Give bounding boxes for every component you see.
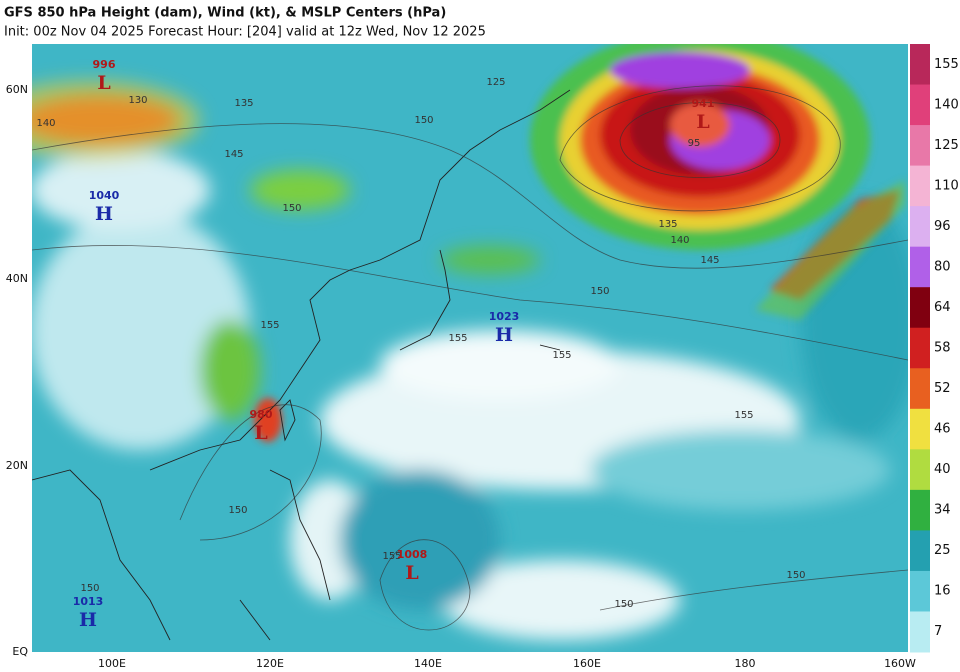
center-letter: L bbox=[254, 422, 267, 444]
contour-label: 145 bbox=[700, 255, 719, 266]
contour-label: 135 bbox=[658, 219, 677, 230]
contour-label: 135 bbox=[234, 98, 253, 109]
contour-label: 95 bbox=[688, 138, 701, 149]
contour-label: 155 bbox=[382, 551, 401, 562]
colorbar-label: 52 bbox=[934, 381, 951, 396]
contour-label: 150 bbox=[282, 203, 301, 214]
center-letter: H bbox=[95, 203, 113, 225]
center-letter: L bbox=[696, 111, 709, 133]
lat-label: 20N bbox=[6, 459, 28, 472]
subtitle: Init: 00z Nov 04 2025 Forecast Hour: [20… bbox=[4, 25, 486, 40]
contour-label: 130 bbox=[128, 95, 147, 106]
center-letter: L bbox=[405, 562, 418, 584]
colorbar: 155 140 125 110 96 80 64 58 52 46 40 34 25 16 7 bbox=[910, 44, 959, 653]
contour-label: 150 bbox=[614, 599, 633, 610]
title: GFS 850 hPa Height (dam), Wind (kt), & M… bbox=[4, 6, 446, 21]
colorbar-label: 96 bbox=[934, 219, 951, 234]
contour-label: 155 bbox=[260, 320, 279, 331]
colorbar-label: 25 bbox=[934, 543, 951, 558]
colorbar-swatch bbox=[910, 449, 930, 491]
contour-label: 150 bbox=[228, 505, 247, 516]
colorbar-swatch bbox=[910, 125, 930, 167]
lat-label: 40N bbox=[6, 272, 28, 285]
colorbar-swatch bbox=[910, 165, 930, 207]
colorbar-label: 16 bbox=[934, 584, 951, 599]
center-pressure: 996 bbox=[93, 58, 116, 71]
contour-label: 125 bbox=[486, 77, 505, 88]
contour-label: 145 bbox=[224, 149, 243, 160]
contour-label: 155 bbox=[734, 410, 753, 421]
center-letter: H bbox=[79, 609, 97, 631]
center-pressure: 1008 bbox=[397, 548, 428, 561]
contour-label: 140 bbox=[36, 118, 55, 129]
lat-label: EQ bbox=[12, 645, 28, 658]
lat-labels: 60N 40N 20N EQ bbox=[6, 83, 29, 658]
contour-label: 150 bbox=[590, 286, 609, 297]
colorbar-label: 140 bbox=[934, 97, 959, 112]
colorbar-label: 34 bbox=[934, 503, 951, 518]
colorbar-label: 80 bbox=[934, 259, 951, 274]
lon-label: 160W bbox=[884, 657, 916, 670]
contour-labels: 130 140 135 145 150 125 150 95 135 140 145 150 155 15… bbox=[36, 77, 805, 610]
colorbar-swatch bbox=[910, 206, 930, 248]
colorbar-label: 155 bbox=[934, 57, 959, 72]
lon-label: 120E bbox=[256, 657, 284, 670]
center-pressure: 980 bbox=[250, 408, 273, 421]
colorbar-swatch bbox=[910, 327, 930, 369]
center-pressure: 1013 bbox=[73, 595, 104, 608]
colorbar-label: 7 bbox=[934, 624, 942, 639]
colorbar-label: 125 bbox=[934, 138, 959, 153]
lat-label: 60N bbox=[6, 83, 28, 96]
center-pressure: 1023 bbox=[489, 310, 520, 323]
center-pressure: 1040 bbox=[89, 189, 120, 202]
center-letter: H bbox=[495, 324, 513, 346]
colorbar-label: 46 bbox=[934, 422, 951, 437]
contour-label: 140 bbox=[670, 235, 689, 246]
colorbar-swatch bbox=[910, 570, 930, 612]
colorbar-label: 64 bbox=[934, 300, 951, 315]
colorbar-swatch bbox=[910, 368, 930, 410]
contour-label: 155 bbox=[552, 350, 571, 361]
contour-label: 150 bbox=[414, 115, 433, 126]
lon-label: 140E bbox=[414, 657, 442, 670]
contour-label: 155 bbox=[448, 333, 467, 344]
colorbar-swatch bbox=[910, 530, 930, 572]
colorbar-swatch bbox=[910, 489, 930, 531]
lon-label: 100E bbox=[98, 657, 126, 670]
lon-label: 180 bbox=[735, 657, 756, 670]
colorbar-swatch bbox=[910, 246, 930, 288]
colorbar-label: 58 bbox=[934, 341, 951, 356]
center-letter: L bbox=[97, 72, 110, 94]
contour-label: 150 bbox=[80, 583, 99, 594]
colorbar-swatch bbox=[910, 611, 930, 653]
lon-labels: 100E 120E 140E 160E 180 160W bbox=[98, 657, 916, 670]
colorbar-swatch bbox=[910, 408, 930, 450]
colorbar-label: 40 bbox=[934, 462, 951, 477]
colorbar-swatch bbox=[910, 84, 930, 126]
map bbox=[32, 44, 908, 652]
lon-label: 160E bbox=[573, 657, 601, 670]
center-pressure: 941 bbox=[692, 97, 715, 110]
contour-label: 150 bbox=[786, 570, 805, 581]
colorbar-swatch bbox=[910, 44, 930, 86]
colorbar-label: 110 bbox=[934, 178, 959, 193]
colorbar-swatch bbox=[910, 287, 930, 329]
